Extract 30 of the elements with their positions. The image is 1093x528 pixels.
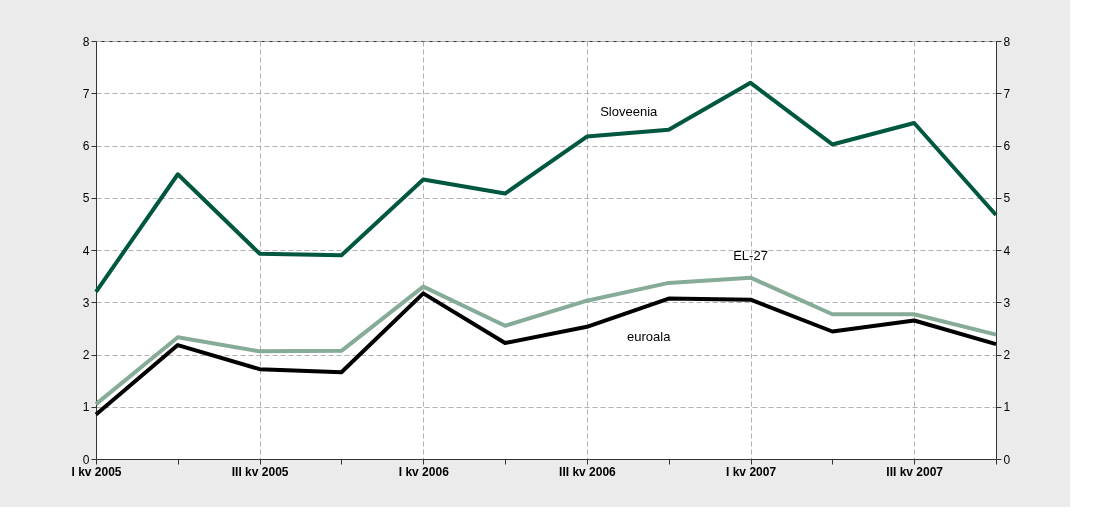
x-tick-label: III kv 2006 xyxy=(559,464,617,479)
y2-tick-label: 8 xyxy=(1003,34,1011,49)
y-tick-label: 2 xyxy=(82,348,90,362)
series-label: EL-27 xyxy=(733,247,768,263)
y2-tick-label: 6 xyxy=(1003,139,1011,153)
y-tick-label: 0 xyxy=(82,452,90,467)
y2-tick-label: 2 xyxy=(1003,348,1011,362)
y-tick-label: 3 xyxy=(82,295,90,310)
y2-tick-label: 4 xyxy=(1003,243,1011,258)
line-series xyxy=(94,80,998,294)
y2-tick-label: 1 xyxy=(1003,400,1011,415)
y-tick-label: 4 xyxy=(82,243,90,258)
y2-tick-label: 7 xyxy=(1003,86,1011,101)
y-tick-label: 8 xyxy=(82,34,90,49)
y2-tick-label: 3 xyxy=(1003,295,1011,310)
y2-tick-label: 5 xyxy=(1003,191,1011,206)
x-tick-label: I kv 2007 xyxy=(726,464,777,479)
y-tick-label: 5 xyxy=(82,191,90,206)
y-tick-label: 1 xyxy=(82,400,90,415)
y2-tick-label: 0 xyxy=(1003,452,1011,467)
y-tick-label: 7 xyxy=(82,86,90,101)
x-tick-label: I kv 2006 xyxy=(398,464,450,479)
series-label: euroala xyxy=(627,328,672,344)
x-tick-label: I kv 2005 xyxy=(71,464,122,479)
x-tick-label: III kv 2007 xyxy=(886,464,944,479)
x-tick-label: III kv 2005 xyxy=(231,464,289,479)
line-series xyxy=(94,275,998,407)
line-series xyxy=(94,291,998,417)
y-tick-label: 6 xyxy=(82,139,90,153)
series-label: Sloveenia xyxy=(600,103,659,119)
